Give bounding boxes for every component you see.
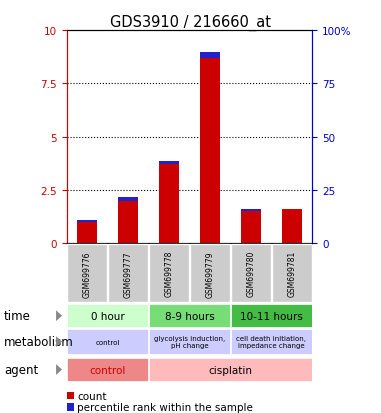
Bar xyxy=(241,210,261,212)
Text: GSM699781: GSM699781 xyxy=(287,251,296,297)
Bar xyxy=(241,212,261,244)
Bar xyxy=(67,304,148,328)
Text: count: count xyxy=(77,391,107,401)
Bar xyxy=(149,245,189,302)
Bar xyxy=(231,330,312,354)
Bar xyxy=(118,198,138,201)
Text: percentile rank within the sample: percentile rank within the sample xyxy=(77,402,253,412)
Bar xyxy=(67,330,148,354)
Text: agent: agent xyxy=(4,363,38,376)
Text: 0 hour: 0 hour xyxy=(91,311,125,321)
Text: cisplatin: cisplatin xyxy=(208,365,253,375)
Bar xyxy=(231,245,271,302)
Bar xyxy=(200,59,220,244)
Text: GSM699780: GSM699780 xyxy=(247,250,256,297)
Text: 8-9 hours: 8-9 hours xyxy=(165,311,215,321)
Text: GSM699778: GSM699778 xyxy=(165,250,174,297)
Text: GSM699779: GSM699779 xyxy=(205,250,215,297)
Bar xyxy=(159,162,179,165)
Text: 10-11 hours: 10-11 hours xyxy=(240,311,303,321)
Bar xyxy=(109,245,148,302)
Bar xyxy=(159,165,179,244)
Bar xyxy=(118,201,138,244)
Text: GSM699776: GSM699776 xyxy=(83,250,92,297)
Text: time: time xyxy=(4,309,31,323)
Bar xyxy=(282,210,302,244)
Bar xyxy=(231,304,312,328)
Bar xyxy=(149,358,312,381)
Bar xyxy=(149,304,230,328)
Bar xyxy=(149,330,230,354)
Text: metabolism: metabolism xyxy=(4,335,74,348)
Text: control: control xyxy=(96,339,120,345)
Bar xyxy=(190,245,230,302)
Bar xyxy=(67,245,107,302)
Bar xyxy=(272,245,312,302)
Bar xyxy=(200,53,220,59)
Text: glycolysis induction,
pH change: glycolysis induction, pH change xyxy=(154,335,225,348)
Bar xyxy=(77,220,98,222)
Bar xyxy=(67,358,148,381)
Text: GDS3910 / 216660_at: GDS3910 / 216660_at xyxy=(110,14,271,31)
Text: control: control xyxy=(90,365,126,375)
Bar xyxy=(77,222,98,244)
Text: cell death initiation,
impedance change: cell death initiation, impedance change xyxy=(237,335,306,348)
Text: GSM699777: GSM699777 xyxy=(123,250,133,297)
